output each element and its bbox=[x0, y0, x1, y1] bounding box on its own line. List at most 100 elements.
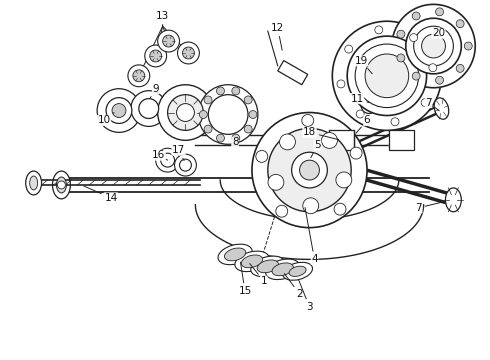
Circle shape bbox=[133, 70, 145, 82]
Text: 11: 11 bbox=[350, 94, 369, 104]
Circle shape bbox=[436, 76, 443, 84]
Text: 7: 7 bbox=[425, 98, 439, 111]
Ellipse shape bbox=[266, 259, 300, 280]
Circle shape bbox=[356, 110, 364, 118]
Circle shape bbox=[412, 72, 420, 80]
Circle shape bbox=[332, 21, 441, 130]
Circle shape bbox=[406, 18, 461, 74]
Circle shape bbox=[410, 33, 417, 41]
Circle shape bbox=[350, 147, 362, 159]
Circle shape bbox=[252, 113, 367, 228]
Circle shape bbox=[375, 26, 383, 34]
Circle shape bbox=[217, 134, 224, 142]
Circle shape bbox=[249, 111, 257, 118]
Circle shape bbox=[347, 36, 427, 116]
Circle shape bbox=[292, 152, 327, 188]
Text: 7: 7 bbox=[416, 202, 441, 213]
Circle shape bbox=[131, 91, 167, 126]
Circle shape bbox=[139, 99, 159, 118]
Circle shape bbox=[145, 45, 167, 67]
Circle shape bbox=[276, 205, 288, 217]
Circle shape bbox=[355, 44, 418, 108]
Circle shape bbox=[421, 99, 429, 107]
Text: 5: 5 bbox=[311, 140, 321, 158]
Text: 8: 8 bbox=[230, 135, 239, 147]
Circle shape bbox=[397, 54, 405, 62]
Circle shape bbox=[303, 198, 318, 214]
Ellipse shape bbox=[235, 251, 269, 271]
Circle shape bbox=[465, 42, 472, 50]
Ellipse shape bbox=[56, 177, 66, 193]
Circle shape bbox=[336, 172, 352, 188]
Circle shape bbox=[361, 98, 377, 113]
Circle shape bbox=[179, 159, 192, 171]
Ellipse shape bbox=[52, 171, 71, 199]
Text: 1: 1 bbox=[250, 264, 267, 286]
Circle shape bbox=[204, 125, 212, 133]
Circle shape bbox=[176, 104, 195, 121]
Circle shape bbox=[232, 134, 240, 142]
Ellipse shape bbox=[218, 244, 252, 265]
Text: 4: 4 bbox=[305, 208, 318, 264]
Circle shape bbox=[456, 64, 464, 72]
Text: 15: 15 bbox=[238, 262, 252, 296]
Circle shape bbox=[421, 34, 445, 58]
Text: 12: 12 bbox=[271, 23, 284, 50]
Circle shape bbox=[128, 65, 150, 87]
Text: 16: 16 bbox=[152, 150, 168, 160]
Text: 19: 19 bbox=[354, 56, 372, 74]
Circle shape bbox=[244, 96, 252, 104]
Text: 17: 17 bbox=[172, 145, 185, 161]
Circle shape bbox=[163, 35, 174, 47]
Circle shape bbox=[299, 160, 319, 180]
Text: 18: 18 bbox=[303, 127, 339, 140]
Circle shape bbox=[150, 50, 162, 62]
Ellipse shape bbox=[30, 176, 38, 190]
Circle shape bbox=[204, 96, 212, 104]
Circle shape bbox=[337, 80, 345, 88]
Circle shape bbox=[177, 42, 199, 64]
Circle shape bbox=[391, 118, 399, 126]
Text: 13: 13 bbox=[156, 11, 169, 26]
Circle shape bbox=[256, 150, 268, 162]
Circle shape bbox=[397, 30, 405, 38]
Bar bbox=[329, 130, 354, 150]
Circle shape bbox=[232, 87, 240, 95]
Ellipse shape bbox=[434, 98, 449, 119]
Ellipse shape bbox=[241, 255, 263, 268]
Circle shape bbox=[456, 20, 464, 28]
Text: 20: 20 bbox=[432, 28, 445, 38]
Circle shape bbox=[412, 12, 420, 20]
Ellipse shape bbox=[224, 248, 245, 261]
Circle shape bbox=[168, 95, 203, 130]
Ellipse shape bbox=[445, 188, 461, 212]
Bar bbox=[278, 60, 308, 85]
Circle shape bbox=[158, 30, 179, 52]
Text: 2: 2 bbox=[284, 274, 303, 299]
Circle shape bbox=[161, 153, 174, 167]
Circle shape bbox=[156, 148, 179, 172]
Circle shape bbox=[321, 132, 338, 148]
Circle shape bbox=[392, 4, 475, 88]
Circle shape bbox=[112, 104, 126, 117]
Circle shape bbox=[280, 134, 295, 150]
Circle shape bbox=[158, 85, 213, 140]
Circle shape bbox=[217, 87, 224, 95]
Circle shape bbox=[97, 89, 141, 132]
Circle shape bbox=[334, 203, 346, 215]
Circle shape bbox=[199, 111, 207, 118]
Ellipse shape bbox=[251, 256, 285, 276]
Circle shape bbox=[302, 114, 314, 126]
Circle shape bbox=[174, 154, 196, 176]
Ellipse shape bbox=[283, 262, 313, 280]
Circle shape bbox=[365, 54, 409, 98]
Circle shape bbox=[345, 45, 353, 53]
Circle shape bbox=[429, 64, 437, 72]
Text: 9: 9 bbox=[150, 84, 159, 98]
Circle shape bbox=[436, 8, 443, 16]
Ellipse shape bbox=[257, 260, 278, 273]
Circle shape bbox=[57, 181, 65, 189]
Circle shape bbox=[268, 129, 351, 212]
Text: 3: 3 bbox=[298, 280, 313, 312]
Circle shape bbox=[106, 98, 132, 123]
